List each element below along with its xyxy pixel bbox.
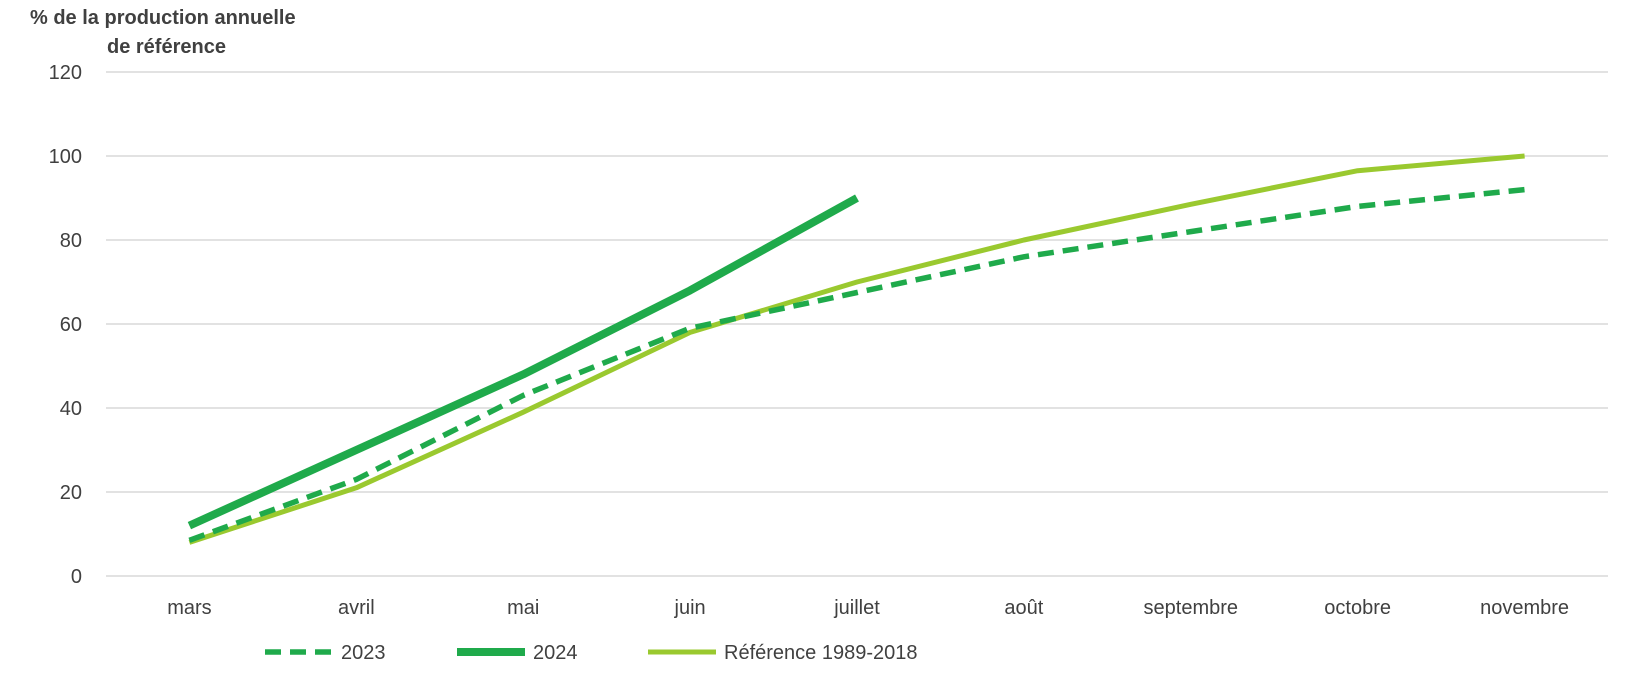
y-tick-label: 20 bbox=[60, 482, 82, 504]
y-tick-label: 0 bbox=[71, 566, 82, 588]
y-tick-label: 60 bbox=[60, 314, 82, 336]
series-line-0 bbox=[188, 186, 1525, 543]
y-tick-label: 40 bbox=[60, 398, 82, 420]
series-lines bbox=[187, 153, 1525, 545]
legend-label-2: Référence 1989-2018 bbox=[724, 642, 917, 664]
x-tick-label: août bbox=[1004, 597, 1043, 619]
x-tick-label: juillet bbox=[833, 597, 880, 619]
legend-label-1: 2024 bbox=[533, 642, 578, 664]
y-tick-label: 100 bbox=[49, 146, 82, 168]
y-axis-label-line-1: % de la production annuelle bbox=[30, 7, 296, 29]
x-tick-label: septembre bbox=[1144, 597, 1239, 619]
legend: 2023 2024 Référence 1989-2018 bbox=[265, 642, 917, 664]
y-axis-label: % de la production annuelle de référence bbox=[30, 7, 296, 58]
series-line-1 bbox=[187, 194, 859, 530]
y-axis-label-line-2: de référence bbox=[107, 36, 226, 58]
gridlines bbox=[106, 71, 1608, 577]
x-tick-label: mars bbox=[167, 597, 211, 619]
legend-label-0: 2023 bbox=[341, 642, 386, 664]
x-axis-ticks: mars avril mai juin juillet août septembre octo… bbox=[167, 597, 1569, 619]
y-axis-ticks: 0 20 40 60 80 100 120 bbox=[49, 62, 82, 588]
x-tick-label: novembre bbox=[1480, 597, 1569, 619]
y-tick-label: 120 bbox=[49, 62, 82, 84]
x-tick-label: avril bbox=[338, 597, 375, 619]
x-tick-label: octobre bbox=[1324, 597, 1391, 619]
y-tick-label: 80 bbox=[60, 230, 82, 252]
x-tick-label: juin bbox=[674, 597, 706, 619]
x-tick-label: mai bbox=[507, 597, 539, 619]
